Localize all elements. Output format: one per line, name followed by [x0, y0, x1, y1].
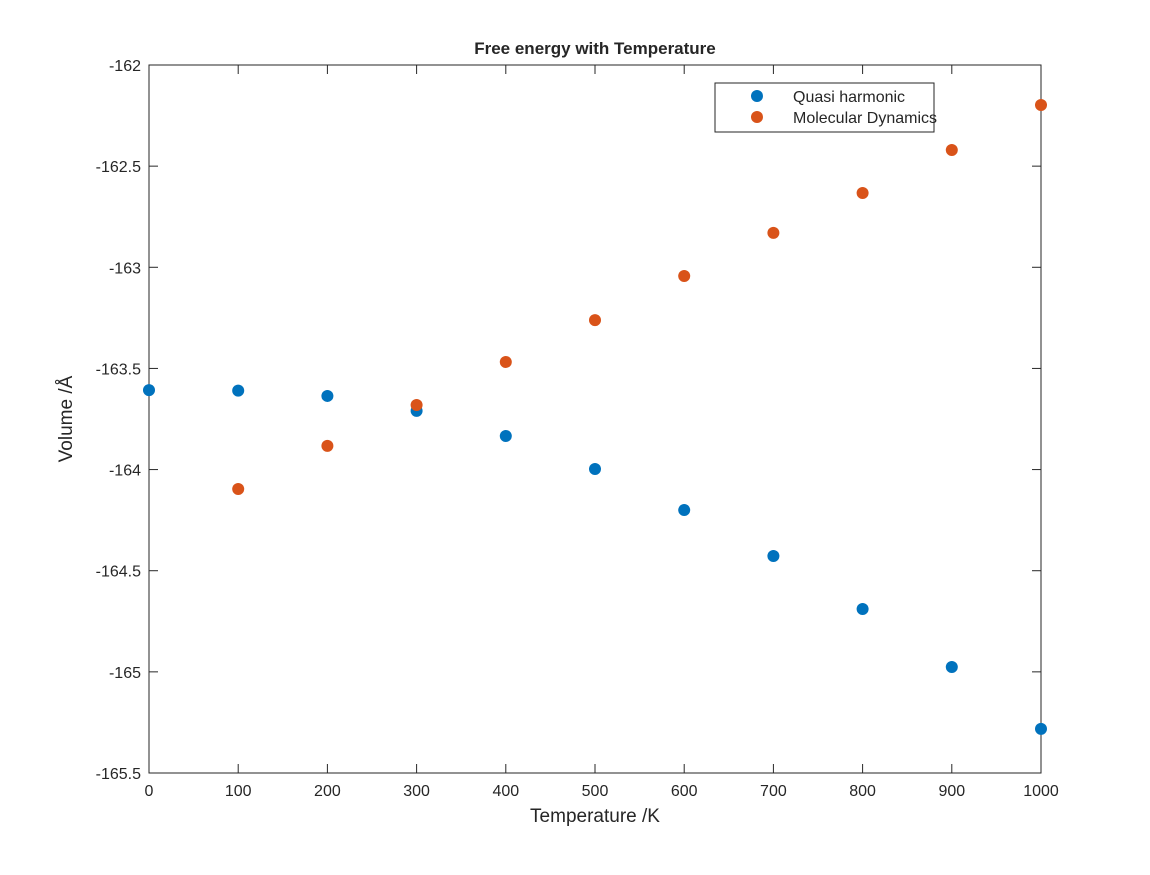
data-point-molecular-dynamics: [410, 399, 423, 412]
y-axis: -165.5 -165 -164.5 -164 -163.5 -163 -162.5 -162: [96, 58, 1041, 783]
data-point-molecular-dynamics: [1035, 99, 1047, 112]
x-axis: 0 100 200 300 400 500 600 700 800 900 1000: [145, 65, 1059, 800]
x-tick-label: 100: [225, 783, 252, 800]
data-point-molecular-dynamics: [589, 314, 601, 327]
y-tick-label: -163.5: [96, 361, 141, 378]
x-tick-label: 400: [492, 783, 519, 800]
x-tick-label: 500: [582, 783, 609, 800]
data-point-quasi-harmonic: [945, 661, 958, 674]
data-point-molecular-dynamics: [767, 226, 780, 239]
y-tick-label: -163: [109, 260, 141, 277]
plot-area: [148, 64, 1042, 774]
legend-label-molecular-dynamics: Molecular Dynamics: [793, 110, 937, 127]
data-point-quasi-harmonic: [678, 504, 691, 517]
data-point-quasi-harmonic: [232, 384, 245, 397]
x-tick-label: 200: [314, 783, 341, 800]
legend-box: [714, 82, 935, 133]
data-point-molecular-dynamics: [321, 439, 334, 452]
data-point-quasi-harmonic: [589, 462, 601, 475]
data-point-molecular-dynamics: [499, 355, 512, 368]
data-points: [143, 99, 1047, 735]
legend-label-quasi-harmonic: Quasi harmonic: [793, 89, 905, 106]
y-tick-label: -162.5: [96, 159, 141, 176]
x-tick-label: 300: [403, 783, 430, 800]
x-tick-label: 900: [938, 783, 965, 800]
data-point-molecular-dynamics: [232, 482, 245, 495]
data-point-molecular-dynamics: [945, 143, 958, 156]
data-point-quasi-harmonic: [499, 429, 512, 442]
legend: Quasi harmonic Molecular Dynamics: [714, 82, 937, 133]
x-tick-label: 1000: [1023, 783, 1059, 800]
x-tick-label: 0: [145, 783, 154, 800]
legend-marker-quasi-harmonic: [751, 90, 763, 102]
legend-marker-molecular-dynamics: [751, 111, 763, 123]
y-axis-label: Volume /Å: [56, 375, 77, 462]
x-tick-label: 600: [671, 783, 698, 800]
chart-title: Free energy with Temperature: [474, 39, 716, 58]
data-point-quasi-harmonic: [767, 549, 780, 562]
data-point-molecular-dynamics: [678, 269, 691, 282]
y-tick-label: -165: [109, 665, 141, 682]
y-tick-label: -162: [109, 58, 141, 75]
y-tick-label: -164: [109, 463, 141, 480]
data-point-quasi-harmonic: [321, 389, 334, 402]
x-tick-label: 700: [760, 783, 787, 800]
y-tick-label: -164.5: [96, 564, 141, 581]
y-tick-label: -165.5: [96, 766, 141, 783]
x-axis-label: Temperature /K: [530, 806, 660, 827]
data-point-quasi-harmonic: [143, 384, 155, 397]
data-point-quasi-harmonic: [856, 602, 869, 615]
x-tick-label: 800: [849, 783, 876, 800]
data-point-molecular-dynamics: [856, 187, 869, 200]
data-point-quasi-harmonic: [1035, 722, 1047, 735]
